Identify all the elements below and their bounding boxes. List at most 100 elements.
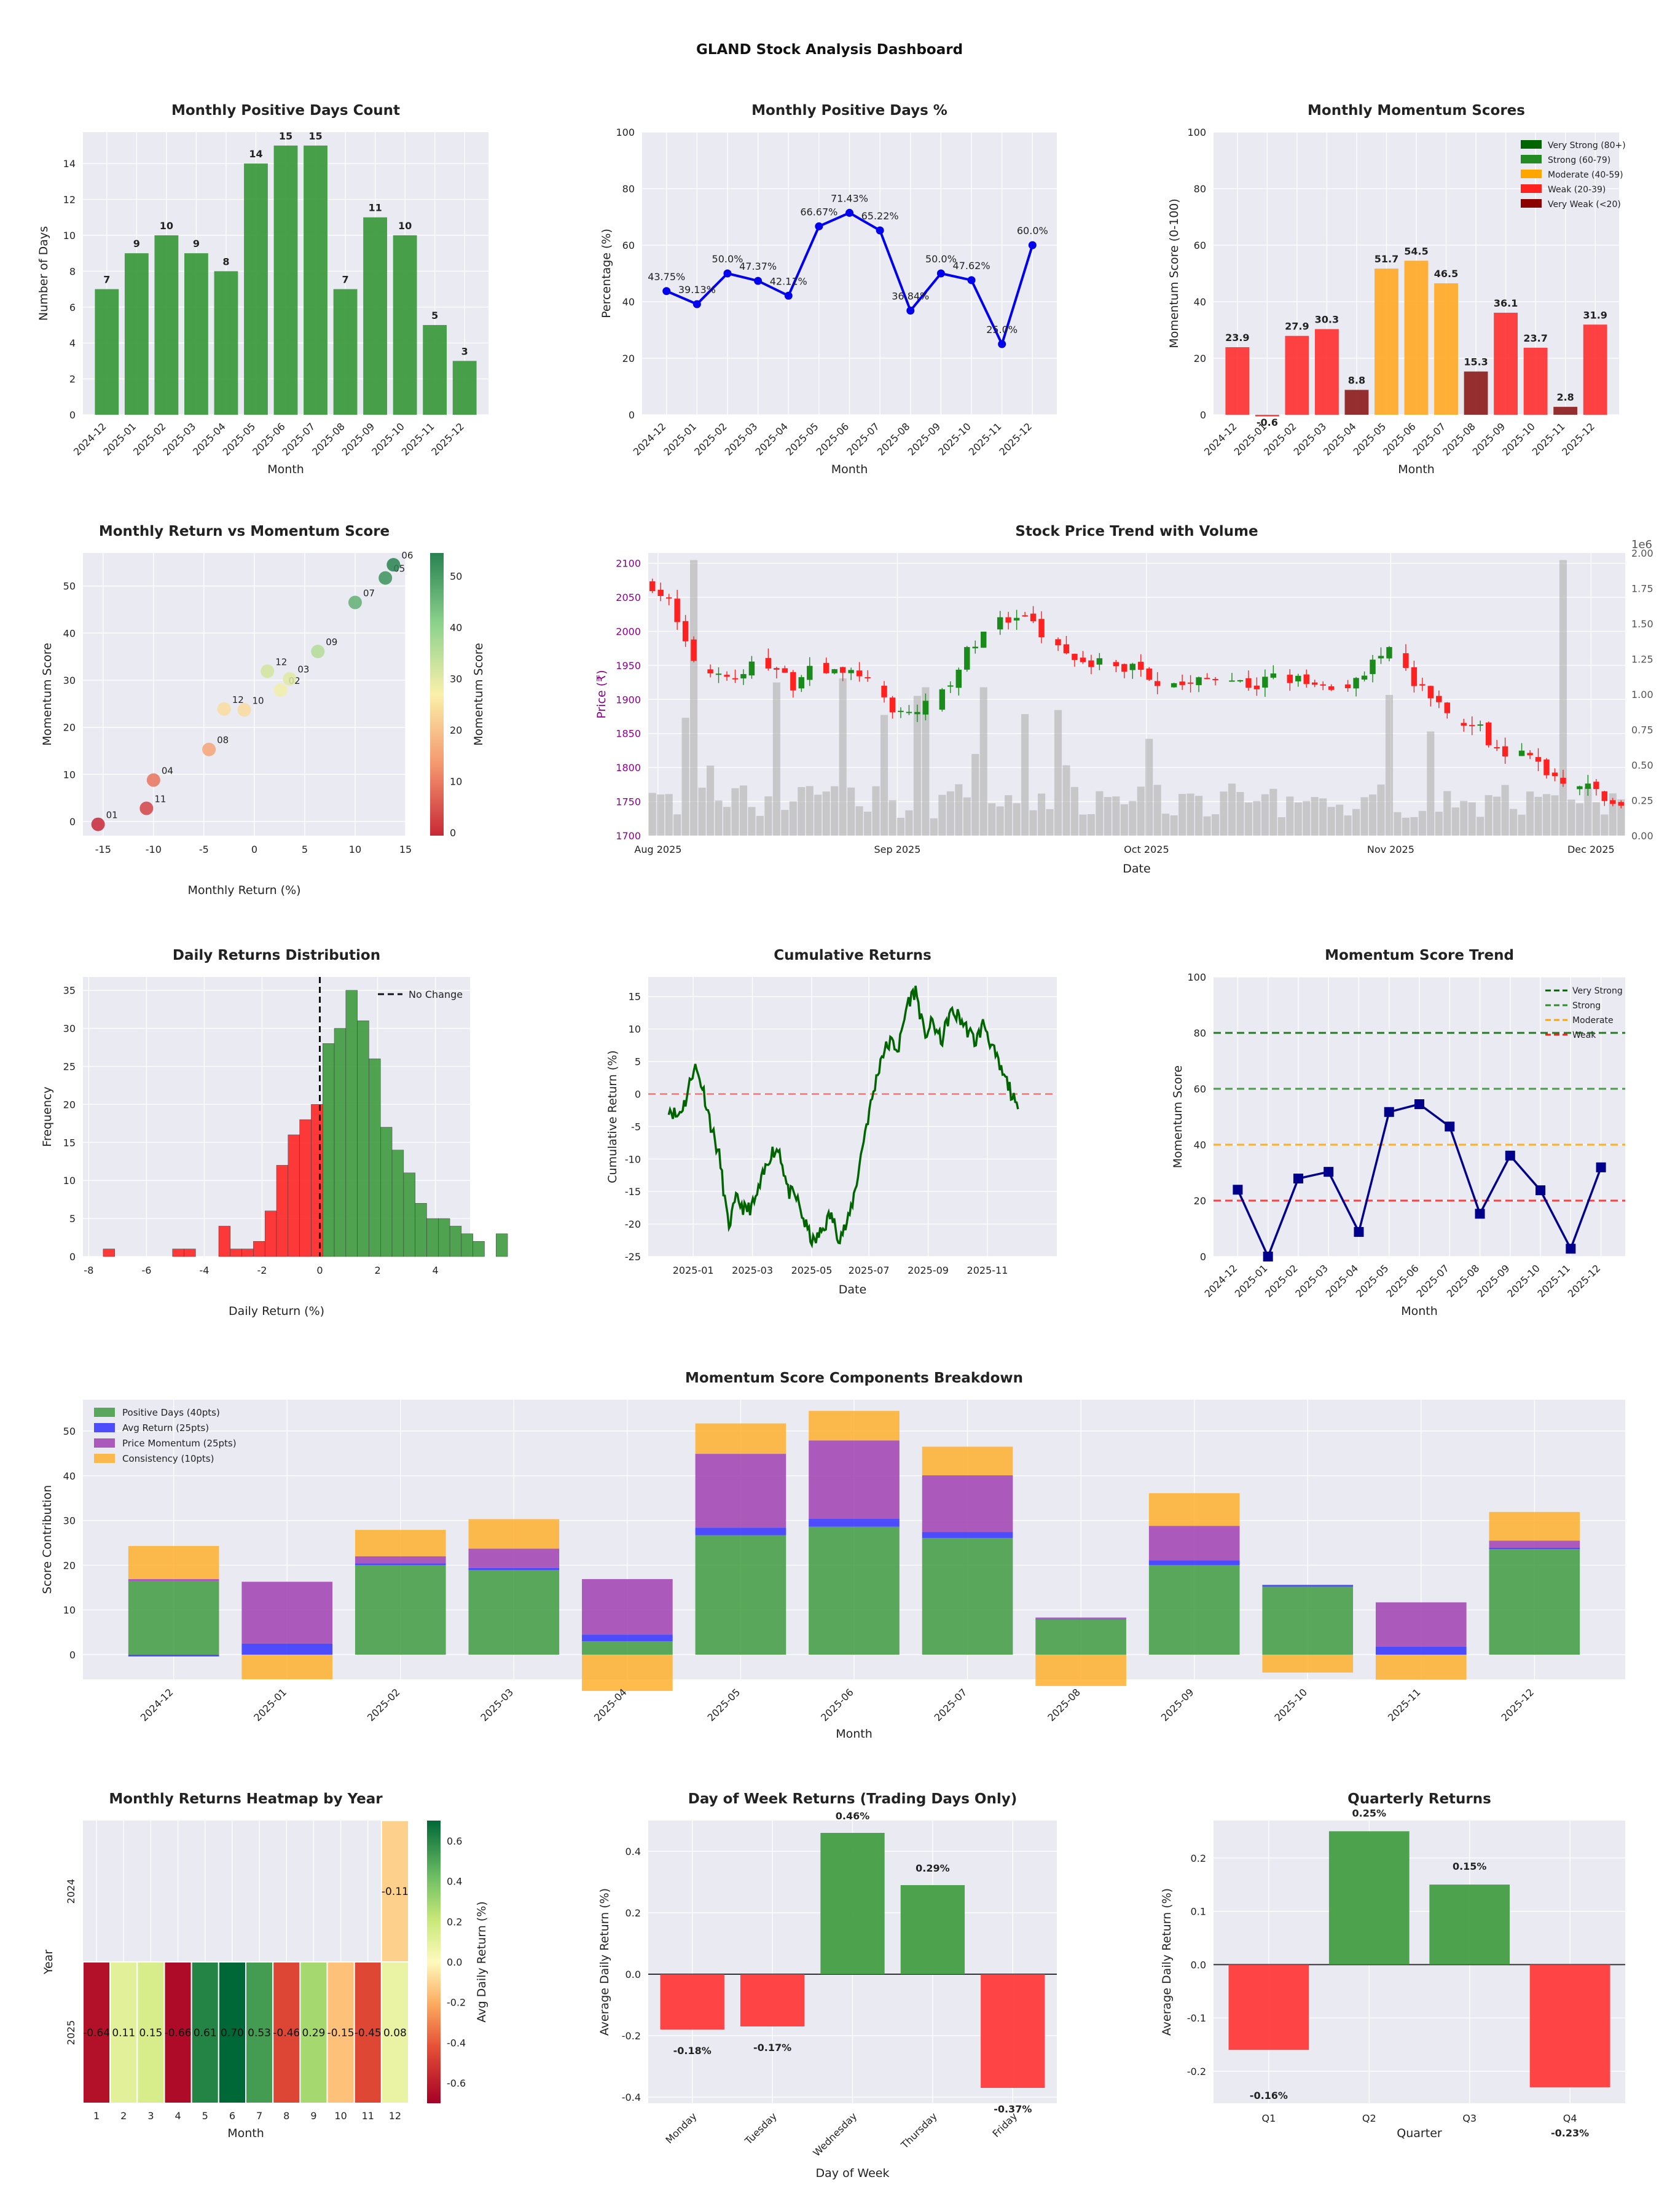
data-label: 25.0% [986,324,1018,335]
y-tick-label: 30 [63,1515,76,1527]
y-tick-label: 80 [622,183,635,195]
bar [1494,312,1518,415]
point-label: 04 [162,766,173,777]
bar [244,163,268,415]
volume-bar [1601,814,1609,836]
stack-segment [695,1454,786,1528]
candle-body [1419,684,1426,686]
point-label: 08 [217,735,229,746]
stack-segment [922,1537,1013,1655]
stack-segment [241,1654,333,1679]
bar [452,361,477,415]
volume-bar [1037,793,1046,836]
legend-swatch [1521,199,1542,208]
data-label: 36.84% [892,291,929,302]
volume-bar [1203,816,1211,836]
stack-segment [1262,1585,1354,1587]
candle-body [1030,613,1037,621]
volume-bar [1418,810,1426,836]
x-tick-label: 6 [229,2110,235,2122]
y-tick-label: 100 [616,127,635,138]
data-point [1233,1185,1243,1195]
bar [1328,1831,1410,1965]
volume-bar [731,788,739,836]
y-axis-label: Momentum Score [41,643,54,746]
stack-segment [809,1518,900,1527]
y-tick-label: 10 [63,230,76,241]
y-tick-label: 80 [1194,183,1206,195]
x-axis-label: Month [267,463,304,476]
x-tick-label: -6 [141,1265,151,1276]
candle-body [1303,674,1309,684]
volume-tick: 1.75 [1631,583,1653,595]
x-tick-label: 10 [334,2110,347,2122]
y-axis-label: Cumulative Return (%) [606,1050,619,1183]
scatter-point [386,558,401,572]
scatter-point [378,571,393,585]
data-label: 27.9 [1285,321,1309,332]
candle-body [1063,644,1070,654]
volume-bar [1137,786,1145,836]
data-label: 46.5 [1434,268,1458,280]
candle-body [1096,658,1103,665]
data-label: 47.37% [739,261,777,272]
data-label: 43.75% [648,271,685,283]
volume-bar [1468,802,1476,836]
volume-bar [1410,817,1418,836]
volume-bar [1145,739,1153,836]
candle-body [1287,675,1293,683]
bar [1255,415,1279,417]
data-label: -0.18% [673,2045,712,2057]
y-tick-label: -0.2 [1187,2066,1206,2077]
candle-body [1113,662,1120,667]
y-tick-label: 40 [1194,1139,1206,1151]
stack-segment [1035,1617,1126,1619]
candle-body [682,621,689,641]
stack-segment [922,1446,1013,1476]
x-axis-label: Daily Return (%) [229,1304,324,1318]
legend-swatch [94,1438,115,1448]
colorbar-tick: 0.2 [447,1916,462,1928]
point-label: 06 [401,550,413,561]
x-tick-label: 2025-03 [723,420,760,458]
hist-bar [426,1218,439,1257]
x-tick-label: 2025-01 [1233,1262,1270,1300]
data-point [662,287,671,296]
candle-body [782,668,788,673]
candle-body [1055,639,1061,646]
volume-bar [1277,817,1285,836]
chart-title: Monthly Momentum Scores [1308,103,1525,119]
cell-label: 0.53 [248,2027,271,2039]
hist-bar [438,1218,450,1257]
data-label: 7 [103,274,110,286]
stack-segment [1375,1646,1467,1655]
candle-body [922,700,929,715]
bar [1529,1964,1610,2087]
y-tick-label: 1950 [616,660,641,672]
candle-body [657,589,664,596]
candle-body [831,669,837,673]
stack-segment [1148,1493,1240,1526]
bar [273,145,298,415]
x-tick-label: 2024-12 [631,420,669,458]
x-tick-label: 2025-10 [1505,1262,1542,1300]
volume-bar [847,787,855,836]
volume-bar [1179,794,1186,836]
stack-segment [468,1567,560,1571]
point-label: 12 [275,656,287,667]
x-tick-label: 2025-10 [936,420,973,458]
y-axis-label: Average Daily Return (%) [598,1888,611,2036]
volume-tick: 0.75 [1631,724,1653,736]
candle-body [1361,675,1368,680]
candle-body [1080,657,1086,662]
candle-body [947,685,954,687]
data-label: 50.0% [712,253,743,265]
legend-label: Avg Return (25pts) [122,1422,209,1433]
volume-bar [888,800,896,836]
y-tick-label: 30 [63,675,76,686]
x-tick-label: Q4 [1563,2112,1577,2124]
candle-body [997,617,1003,630]
volume-bar [1443,791,1451,836]
